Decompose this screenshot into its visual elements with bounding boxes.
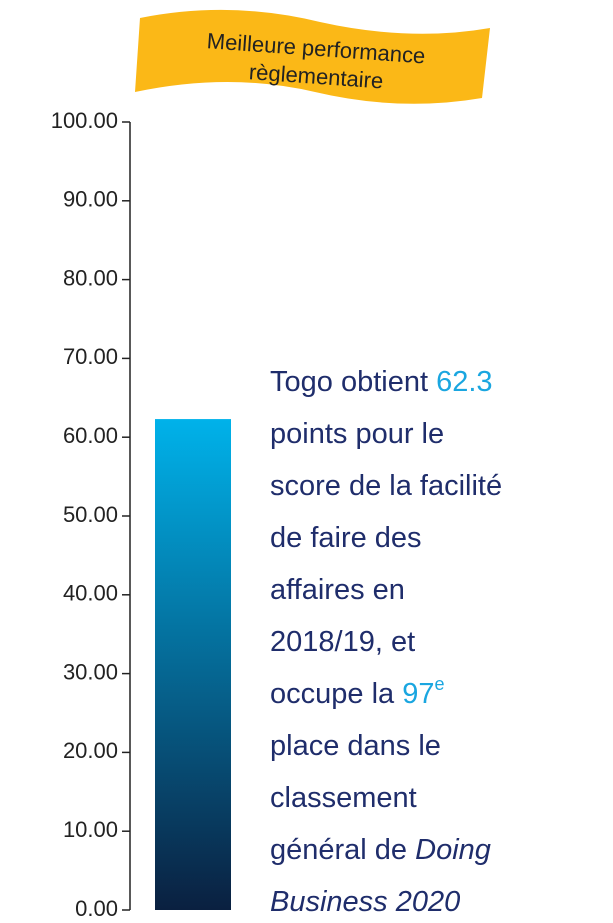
annotation-line: affaires en [270, 574, 405, 606]
y-tick-label: 0.00 [75, 896, 118, 921]
y-tick-label: 80.00 [63, 265, 118, 290]
annotation-line: Business 2020 [270, 886, 460, 918]
annotation-text: Doing [415, 834, 491, 866]
annotation-text: général de [270, 834, 415, 866]
annotation-line: points pour le [270, 418, 444, 450]
annotation-text: points pour le [270, 418, 444, 450]
annotation-line: général de Doing [270, 834, 491, 866]
annotation-text: affaires en [270, 574, 405, 606]
annotation-line: Togo obtient 62.3 [270, 366, 493, 398]
annotation-text: place dans le [270, 730, 441, 762]
y-tick-label: 90.00 [63, 187, 118, 212]
y-tick-label: 100.00 [51, 108, 118, 133]
annotation-text: e [434, 674, 444, 694]
annotation-line: classement [270, 782, 417, 814]
y-tick-label: 40.00 [63, 581, 118, 606]
annotation-line: 2018/19, et [270, 626, 415, 658]
y-tick-label: 70.00 [63, 344, 118, 369]
y-tick-label: 50.00 [63, 502, 118, 527]
annotation-text: Togo obtient [270, 366, 436, 398]
annotation-text: 2018/19, et [270, 626, 415, 658]
y-tick-label: 10.00 [63, 817, 118, 842]
annotation-text: occupe la [270, 678, 402, 710]
annotation-line: occupe la 97e [270, 674, 444, 710]
banner [135, 9, 490, 104]
annotation-line: score de la facilité [270, 470, 502, 502]
annotation-text: 97 [402, 678, 434, 710]
y-tick-label: 60.00 [63, 423, 118, 448]
annotation-text: Business 2020 [270, 886, 460, 918]
bar [155, 419, 231, 910]
y-tick-label: 20.00 [63, 738, 118, 763]
y-tick-label: 30.00 [63, 659, 118, 684]
annotation-text: de faire des [270, 522, 422, 554]
annotation-text: score de la facilité [270, 470, 502, 502]
annotation-text: classement [270, 782, 417, 814]
annotation-text: 62.3 [436, 366, 492, 398]
annotation-line: de faire des [270, 522, 422, 554]
annotation-line: place dans le [270, 730, 441, 762]
